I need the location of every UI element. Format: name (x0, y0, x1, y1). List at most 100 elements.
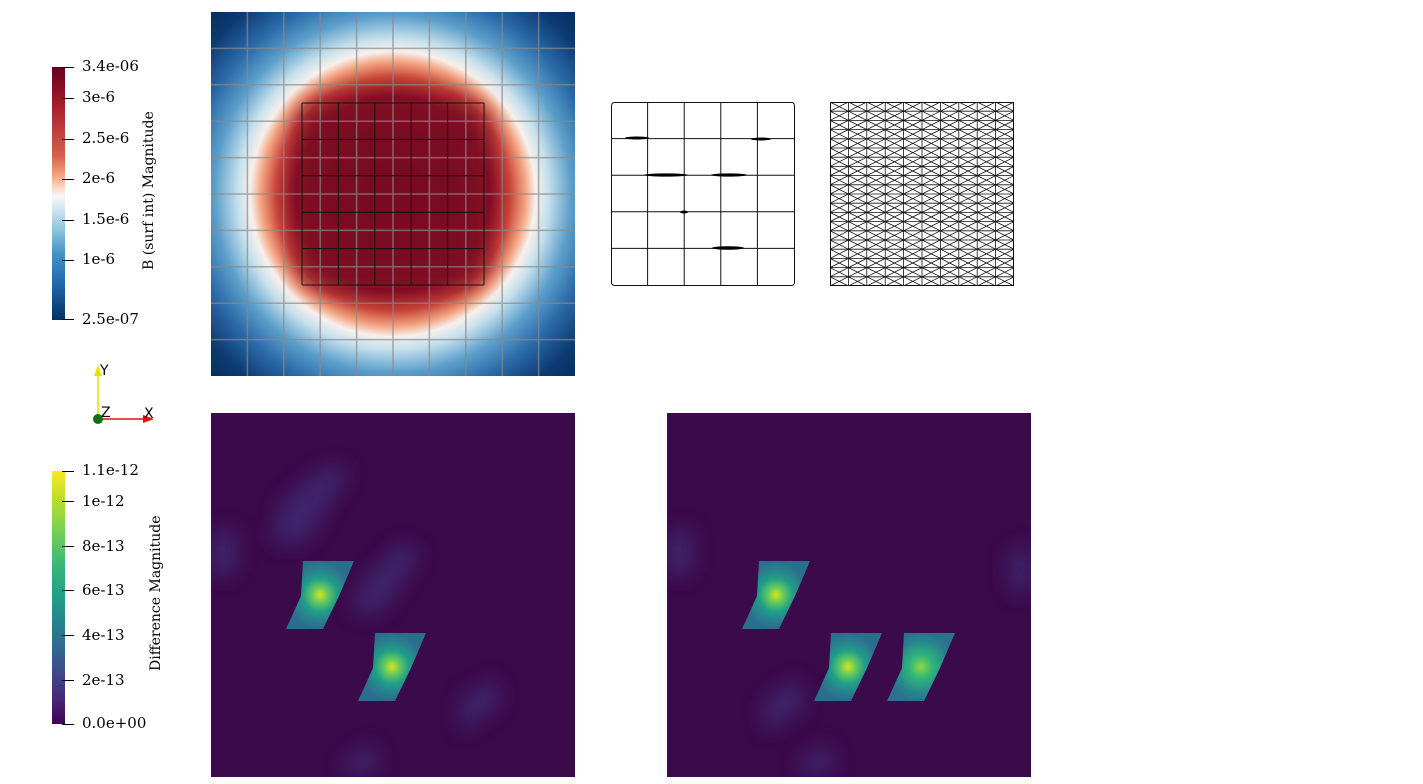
mesh-line (940, 230, 959, 241)
mesh-line (866, 102, 886, 112)
mesh-line (958, 276, 978, 286)
mesh-line (995, 147, 1014, 158)
mesh-line (995, 276, 1014, 286)
mesh-line (830, 202, 849, 213)
mesh-line (995, 248, 1014, 259)
mesh-line (830, 138, 849, 149)
mesh-line (885, 166, 904, 176)
difference-heatmap-2 (667, 413, 1031, 777)
mesh-line (848, 248, 867, 259)
mesh-line (848, 230, 867, 241)
mesh-line (830, 120, 849, 130)
mesh-line (958, 193, 978, 204)
mesh-line (866, 267, 886, 278)
mesh-line (885, 156, 904, 167)
mesh-line (885, 248, 904, 259)
mesh-line (848, 110, 867, 121)
mesh-line (848, 276, 867, 286)
tick-mark (62, 139, 74, 140)
mesh-line (866, 129, 886, 140)
mesh-line (866, 110, 886, 121)
mesh-line (977, 138, 996, 149)
mesh-line (830, 193, 849, 204)
mesh-line (921, 166, 941, 176)
b-tick-label: 2.5e-6 (82, 129, 130, 147)
mesh-line (866, 258, 886, 268)
mesh-line (885, 110, 904, 121)
mesh-line (940, 258, 959, 268)
mesh-line (958, 166, 978, 176)
mesh-line (940, 147, 959, 158)
mesh-line (940, 193, 959, 204)
b-tick-label: 2e-6 (82, 169, 116, 187)
mesh-line (885, 175, 904, 186)
b-magnitude-title: B (surf int) Magnitude (141, 111, 157, 270)
b-tick-label: 2.5e-07 (82, 310, 139, 328)
b-tick-label: 1.5e-6 (82, 210, 130, 228)
mesh-line (940, 212, 959, 222)
mesh-line (885, 102, 904, 112)
mesh-line (885, 221, 904, 232)
mesh-line (958, 258, 978, 268)
mesh-line (848, 166, 867, 176)
mesh-line (885, 202, 904, 213)
mesh-line (830, 267, 849, 278)
mesh-line (921, 138, 941, 149)
mesh-line (921, 120, 941, 130)
mesh-line (977, 175, 996, 186)
mesh-line (848, 258, 867, 268)
mesh-line (958, 110, 978, 121)
mesh-line (921, 239, 941, 250)
mesh-line (995, 102, 1014, 112)
mesh-line (977, 120, 996, 130)
mesh-line (977, 230, 996, 241)
tick-mark (62, 546, 74, 547)
mesh-line (995, 258, 1014, 268)
difference-heatmap-1 (211, 413, 575, 777)
mesh-line (921, 221, 941, 232)
mesh-line (995, 212, 1014, 222)
tick-mark (62, 67, 74, 68)
diff-tick-label: 1e-12 (82, 492, 125, 510)
mesh-line (866, 221, 886, 232)
mesh-line (830, 156, 849, 167)
z-axis-label: Z (101, 405, 111, 421)
mesh-line (848, 267, 867, 278)
mesh-line (866, 184, 886, 195)
mesh-line (995, 239, 1014, 250)
mesh-line (848, 212, 867, 222)
mesh-line (921, 258, 941, 268)
magnetic-field-heatmap (211, 12, 575, 376)
mesh-line (903, 258, 923, 268)
mesh-line (995, 120, 1014, 130)
mesh-line (848, 193, 867, 204)
mesh-line (995, 193, 1014, 204)
mesh-line (848, 175, 867, 186)
diff-tick-label: 2e-13 (82, 671, 125, 689)
mesh-line (921, 212, 941, 222)
mesh-line (921, 276, 941, 286)
mesh-line (921, 156, 941, 167)
mesh-line (995, 221, 1014, 232)
mesh-line (921, 110, 941, 121)
mesh-line (940, 129, 959, 140)
mesh-line (903, 138, 923, 149)
mesh-line (903, 184, 923, 195)
mesh-line (921, 184, 941, 195)
mesh-line (848, 184, 867, 195)
coarse-wireframe-mesh (611, 102, 795, 286)
mesh-line (848, 239, 867, 250)
fine-wireframe-mesh (830, 102, 1014, 286)
mesh-line (921, 147, 941, 158)
mesh-line (940, 175, 959, 186)
mesh-line (958, 239, 978, 250)
mesh-line (903, 212, 923, 222)
tick-mark (62, 590, 74, 591)
mesh-line (958, 147, 978, 158)
tick-mark (62, 179, 74, 180)
mesh-line (866, 147, 886, 158)
mesh-line (995, 129, 1014, 140)
mesh-line (995, 202, 1014, 213)
mesh-line (995, 138, 1014, 149)
mesh-line (977, 156, 996, 167)
